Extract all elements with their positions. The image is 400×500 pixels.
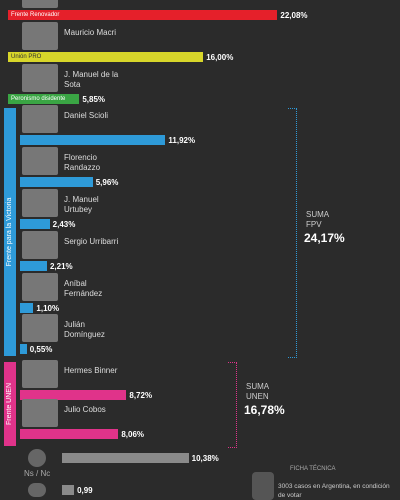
value-label: 22,08% — [280, 11, 308, 20]
value-label: 2,43% — [52, 220, 76, 229]
candidate-name: Daniel Scioli — [64, 111, 109, 120]
candidate-name: Florencio Randazzo — [64, 153, 101, 172]
value-label: 2,21% — [49, 262, 73, 271]
candidate-photo — [22, 189, 58, 217]
value-label: 16,00% — [206, 53, 234, 62]
value-label: 5,96% — [95, 178, 119, 187]
group-name: Frente UNEN — [6, 383, 13, 426]
party-label: Unión PRO — [11, 54, 42, 60]
bar — [20, 429, 119, 439]
bar — [62, 453, 189, 463]
value-label: 0,55% — [29, 345, 53, 354]
group-bracket — [288, 108, 297, 358]
bar — [20, 344, 27, 354]
value-label: 8,06% — [121, 430, 145, 439]
person-icon — [28, 483, 46, 497]
bar — [8, 94, 80, 104]
candidate-photo — [22, 360, 58, 388]
group-band — [4, 362, 16, 446]
party-label: Frente Renovador — [11, 12, 60, 18]
group-sum-label: SUMA FPV — [306, 210, 329, 229]
candidate-photo — [22, 273, 58, 301]
bar — [62, 485, 75, 495]
party-label: Peronismo disidente — [11, 96, 66, 102]
candidate-name: Julio Cobos — [64, 405, 106, 414]
value-label: 11,92% — [168, 136, 196, 145]
group-sum: 24,17% — [304, 231, 345, 245]
value-label: 8,72% — [129, 391, 153, 400]
bar — [8, 52, 204, 62]
value-label: 10,38% — [191, 454, 219, 463]
group-sum-label: SUMA UNEN — [246, 382, 269, 401]
candidate-name: Julián Domínguez — [64, 320, 105, 339]
candidate-photo — [22, 399, 58, 427]
group-band — [4, 108, 16, 356]
group-sum: 16,78% — [244, 403, 285, 417]
candidate-photo — [22, 105, 58, 133]
bar — [8, 10, 278, 20]
group-bracket — [228, 362, 237, 448]
value-label: 1,10% — [36, 304, 60, 313]
candidate-name: Sergio Urribarri — [64, 237, 119, 246]
bar — [20, 135, 166, 145]
candidate-photo — [22, 0, 58, 8]
bar — [20, 177, 93, 187]
candidate-photo — [22, 64, 58, 92]
group-name: Frente para la Victoria — [6, 197, 13, 267]
candidate-name: Mauricio Macri — [64, 28, 117, 37]
candidate-name: Ns / Nc — [24, 469, 51, 478]
value-label: 5,85% — [82, 95, 106, 104]
candidate-name: Hermes Binner — [64, 366, 118, 375]
note-text: 3003 casos en Argentina, en condición de… — [278, 483, 390, 499]
value-label: 0,99 — [77, 486, 93, 495]
person-icon — [28, 449, 46, 467]
note-title: FICHA TÉCNICA — [290, 466, 336, 472]
candidate-name: J. Manuel Urtubey — [64, 195, 99, 214]
candidate-photo — [22, 314, 58, 342]
bar — [20, 303, 34, 313]
candidate-name: Aníbal Fernández — [64, 279, 103, 298]
candidate-photo — [22, 231, 58, 259]
bar — [20, 390, 127, 400]
candidate-photo — [22, 147, 58, 175]
note-icon — [252, 472, 274, 500]
bar — [20, 261, 47, 271]
candidate-name: J. Manuel de la Sota — [64, 70, 119, 89]
bar — [20, 219, 50, 229]
candidate-photo — [22, 22, 58, 50]
